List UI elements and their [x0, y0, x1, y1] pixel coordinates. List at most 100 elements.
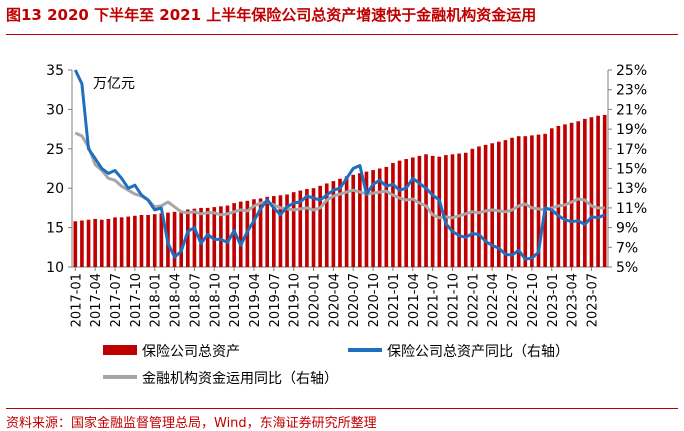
bar-total-assets [139, 214, 144, 267]
bar-total-assets [569, 122, 574, 268]
bar-total-assets [73, 221, 78, 267]
bar-total-assets [384, 166, 389, 267]
bar-total-assets [463, 152, 468, 267]
bar-total-assets [331, 181, 336, 267]
bar-total-assets [344, 176, 349, 267]
x-tick-label: 2020-01 [308, 273, 323, 327]
x-tick-label: 2019-07 [268, 273, 283, 327]
legend-label-total-assets: 保险公司总资产 [142, 344, 240, 360]
bar-total-assets [450, 154, 455, 267]
x-tick-label: 2022-04 [486, 273, 501, 327]
bar-total-assets [232, 203, 236, 267]
bar-total-assets [583, 118, 587, 267]
bar-total-assets [410, 157, 415, 267]
bar-total-assets [298, 190, 303, 267]
bar-total-assets [444, 155, 448, 267]
bar-total-assets [265, 196, 270, 267]
title-rule [6, 34, 678, 35]
bar-total-assets [258, 198, 263, 267]
bar-total-assets [563, 124, 567, 267]
bar-total-assets [338, 178, 342, 267]
bar-total-assets [358, 173, 362, 267]
bar-total-assets [86, 219, 91, 267]
right-tick-label: 13% [616, 181, 647, 197]
bar-total-assets [106, 218, 111, 267]
line-insurance-assets-yoy [73, 69, 606, 261]
x-tick-label: 2021-07 [427, 273, 442, 327]
left-tick-label: 35 [46, 63, 64, 79]
right-tick-label: 21% [616, 102, 647, 118]
bar-total-assets [119, 217, 124, 267]
bar-total-assets [576, 121, 581, 267]
bar-total-assets [602, 114, 607, 267]
bar-total-assets [596, 115, 600, 267]
bar-total-assets [503, 140, 508, 267]
bar-total-assets [496, 141, 501, 267]
left-tick-label: 10 [46, 260, 64, 276]
bar-total-assets [318, 185, 322, 267]
right-tick-label: 11% [616, 201, 647, 217]
chart-svg: 35 30 25 20 15 10 25% 23% 21% 19% 17% 15% 13% 11% 9% 7%… [46, 63, 647, 387]
right-tick-label: 17% [616, 142, 647, 158]
x-tick-label: 2018-07 [188, 273, 203, 327]
bar-total-assets [146, 214, 150, 267]
bar-total-assets [490, 143, 495, 267]
bar-total-assets [477, 146, 481, 267]
bar-total-assets [152, 214, 157, 267]
bar-total-assets [536, 134, 541, 267]
right-tick-label: 25% [616, 63, 647, 79]
x-tick-label: 2023-04 [566, 273, 581, 327]
bar-total-assets [543, 133, 547, 267]
bar-total-assets [179, 211, 184, 267]
right-tick-label: 7% [616, 240, 638, 256]
unit-label: 万亿元 [93, 76, 135, 92]
bar-total-assets [424, 154, 428, 267]
bar-total-assets [252, 199, 256, 267]
bar-total-assets [159, 213, 164, 267]
bar-total-assets [172, 211, 177, 267]
x-tick-label: 2020-10 [367, 273, 382, 327]
line-financial-funds-yoy [74, 131, 605, 220]
bar-total-assets [510, 137, 514, 267]
x-tick-label: 2022-10 [526, 273, 541, 327]
bar-total-assets [113, 217, 117, 267]
figure-title: 图13 2020 下半年至 2021 上半年保险公司总资产增速快于金融机构资金运… [6, 6, 537, 24]
x-tick-label: 2017-07 [109, 273, 124, 327]
x-tick-label: 2020-04 [327, 273, 342, 327]
x-tick-label: 2022-01 [466, 273, 481, 327]
bar-total-assets [285, 194, 289, 267]
bar-total-assets [556, 125, 561, 267]
right-tick-label: 15% [616, 162, 647, 178]
right-tick-label: 9% [616, 221, 638, 237]
bar-total-assets [523, 136, 528, 267]
bar-total-assets [351, 174, 356, 267]
bar-total-assets [457, 153, 461, 267]
source-rule [6, 408, 678, 409]
bar-total-assets [430, 155, 435, 267]
x-tick-label: 2018-10 [208, 273, 223, 327]
source-note: 资料来源：国家金融监督管理总局，Wind，东海证券研究所整理 [6, 416, 377, 431]
right-tick-label: 5% [616, 260, 638, 276]
legend-label-financial-yoy: 金融机构资金运用同比（右轴） [142, 371, 338, 387]
x-tick-label: 2017-04 [89, 273, 104, 327]
bar-total-assets [199, 207, 203, 267]
bar-total-assets [205, 207, 210, 267]
bar-total-assets [391, 162, 395, 267]
legend-swatch-total-assets [103, 345, 137, 355]
bar-total-assets [324, 183, 329, 267]
bar-total-assets [219, 206, 223, 267]
bar-total-assets [397, 160, 402, 267]
bar-total-assets [278, 195, 283, 267]
x-tick-label: 2023-07 [585, 273, 600, 327]
bar-total-assets [437, 156, 442, 267]
bar-total-assets [238, 201, 243, 267]
bar-total-assets [483, 144, 488, 267]
bar-total-assets [470, 148, 475, 267]
x-tick-label: 2021-01 [387, 273, 402, 327]
left-tick-label: 25 [46, 142, 64, 158]
x-tick-label: 2022-07 [506, 273, 521, 327]
legend-label-insurance-yoy: 保险公司总资产同比（右轴） [387, 344, 569, 360]
x-tick-label: 2021-10 [446, 273, 461, 327]
x-tick-label: 2017-10 [129, 273, 144, 327]
x-tick-label: 2019-01 [228, 273, 243, 327]
